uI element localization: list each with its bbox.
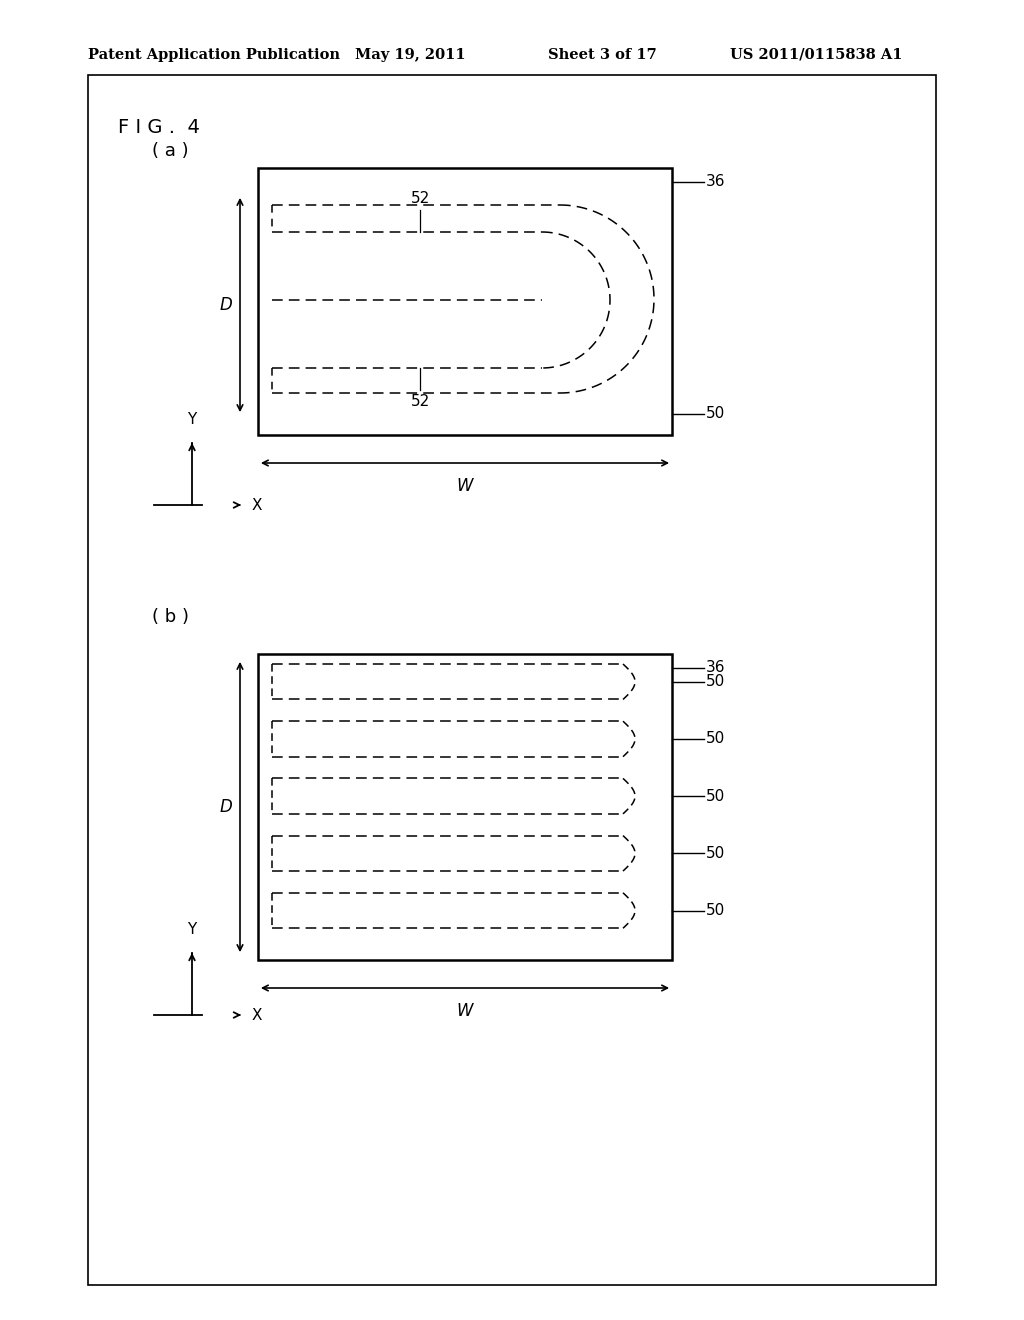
Text: D: D <box>219 296 232 314</box>
Bar <box>258 653 672 960</box>
Text: Sheet 3 of 17: Sheet 3 of 17 <box>548 48 656 62</box>
Text: W: W <box>457 1002 473 1020</box>
Text: D: D <box>219 799 232 816</box>
Text: 52: 52 <box>411 393 430 409</box>
Text: Patent Application Publication: Patent Application Publication <box>88 48 340 62</box>
Text: 50: 50 <box>706 788 725 804</box>
Text: 36: 36 <box>706 174 725 190</box>
Text: 50: 50 <box>706 675 725 689</box>
Text: W: W <box>457 477 473 495</box>
Bar <box>88 75 936 1284</box>
Text: F I G .  4: F I G . 4 <box>118 117 200 137</box>
Text: 50: 50 <box>706 731 725 746</box>
Bar <box>258 168 672 436</box>
Text: ( b ): ( b ) <box>152 609 189 626</box>
Text: ( a ): ( a ) <box>152 143 188 160</box>
Text: X: X <box>252 498 262 512</box>
Text: 52: 52 <box>411 191 430 206</box>
Text: 50: 50 <box>706 903 725 917</box>
Text: May 19, 2011: May 19, 2011 <box>355 48 466 62</box>
Text: Y: Y <box>187 921 197 937</box>
Text: US 2011/0115838 A1: US 2011/0115838 A1 <box>730 48 902 62</box>
Text: 50: 50 <box>706 846 725 861</box>
Text: 50: 50 <box>706 407 725 421</box>
Text: X: X <box>252 1007 262 1023</box>
Text: 36: 36 <box>706 660 725 676</box>
Text: Y: Y <box>187 412 197 426</box>
